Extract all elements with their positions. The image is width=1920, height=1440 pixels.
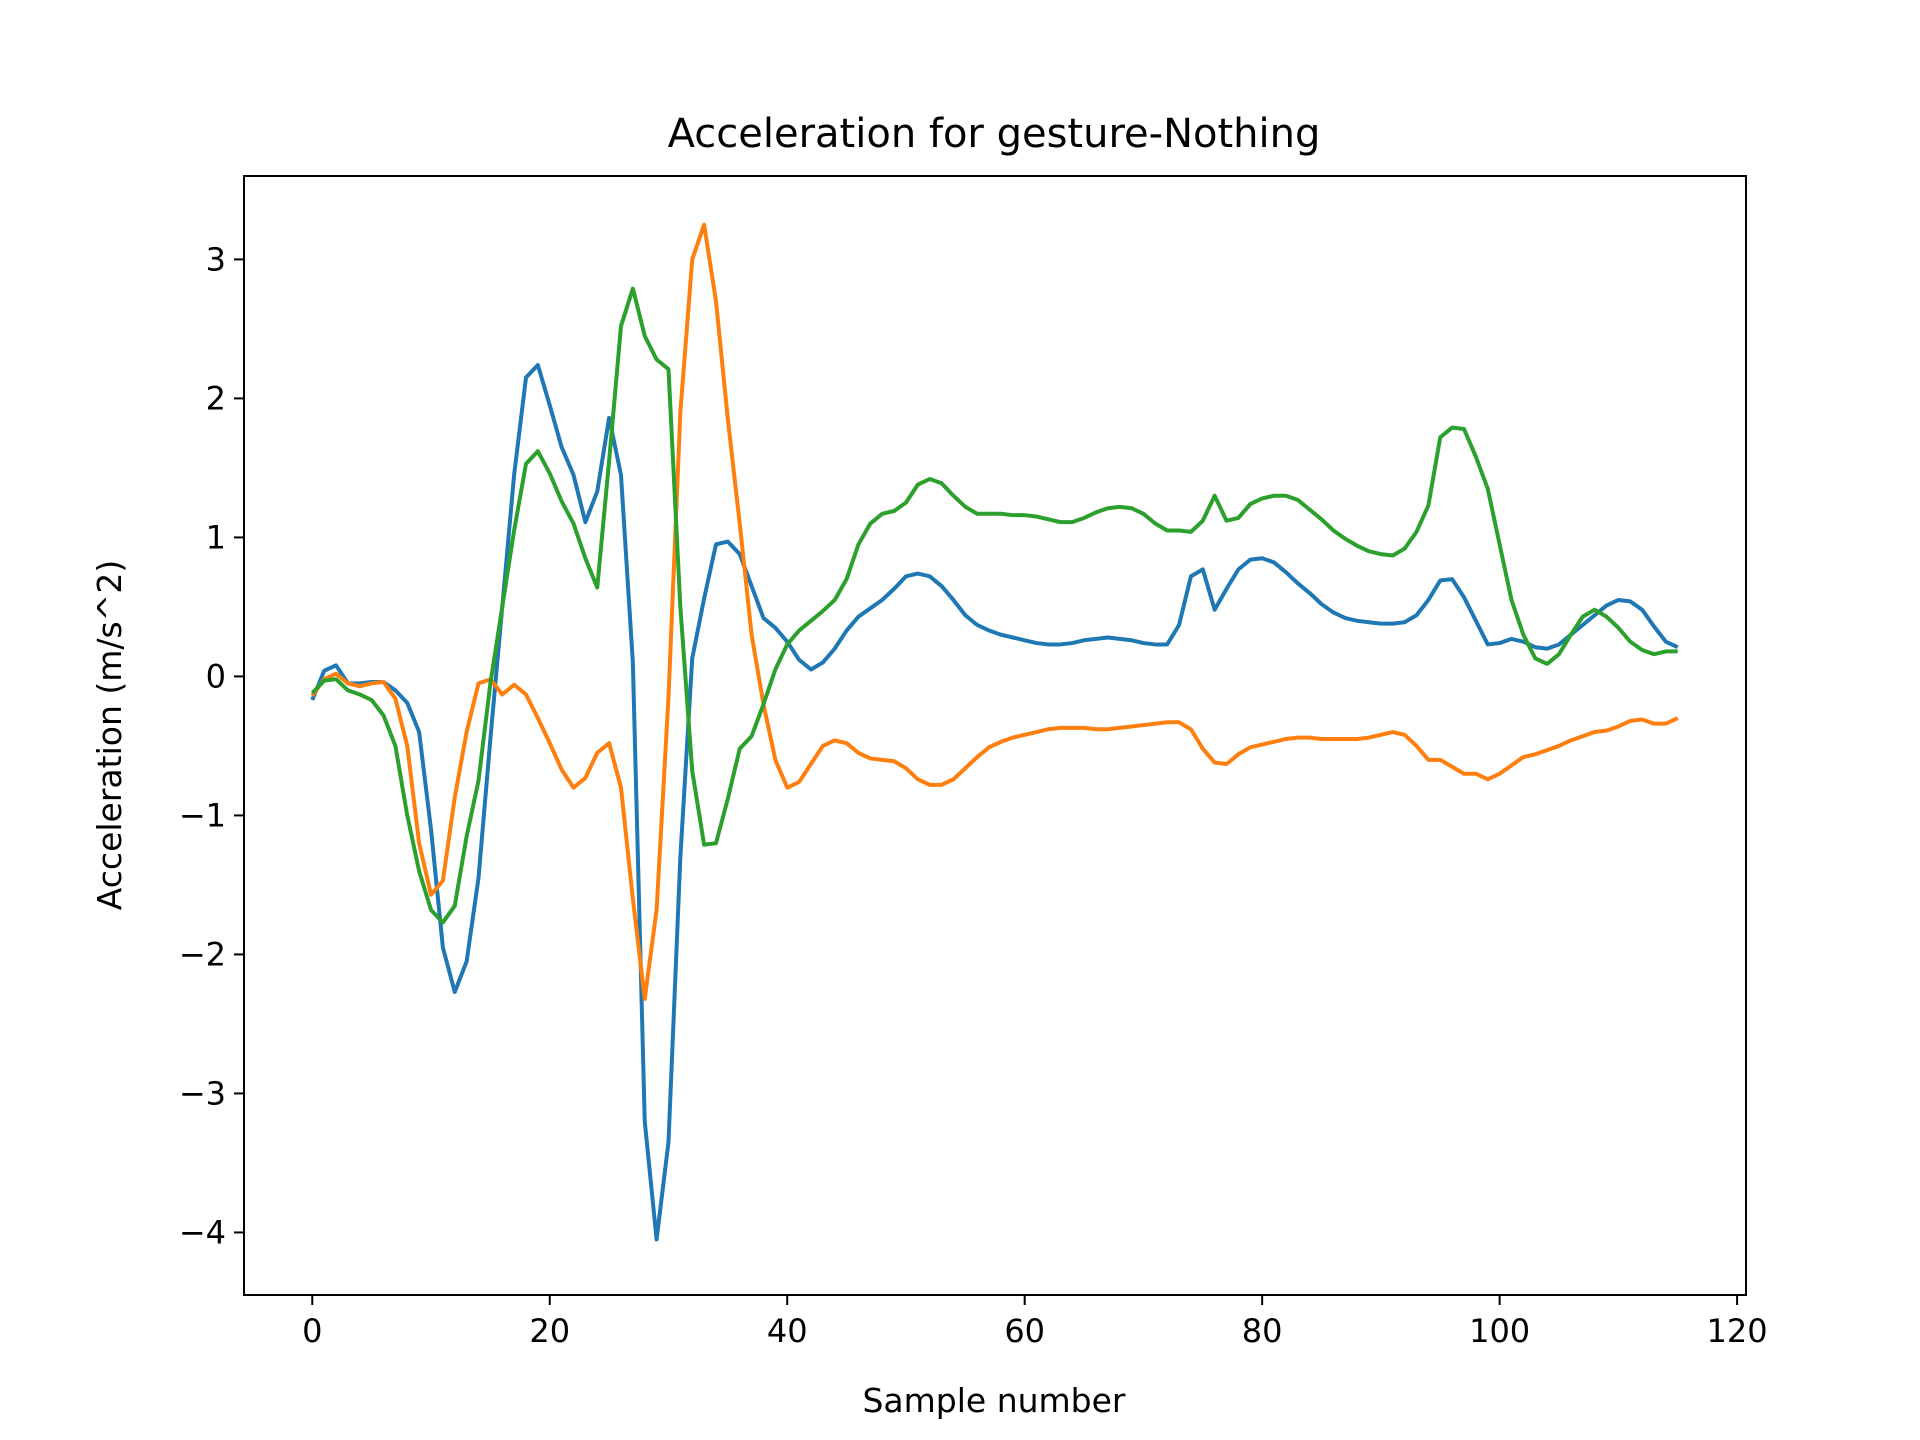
y-tick-label: 0 [206, 657, 226, 695]
y-tick-label: 2 [206, 379, 226, 417]
x-tick-label: 40 [767, 1312, 808, 1350]
y-axis-label: Acceleration (m/s^2) [90, 560, 129, 910]
series-line-3 [310, 286, 1678, 925]
chart-title: Acceleration for gesture-Nothing [668, 111, 1321, 157]
series-layer [310, 222, 1679, 1242]
axis-layer: 0 20 40 60 80 100 120 −4 −3 −2 −1 0 1 2 3 [179, 240, 1768, 1350]
plot-frame [243, 175, 1747, 1296]
y-tick-label: −3 [179, 1074, 226, 1112]
y-tick-label: 3 [206, 240, 226, 278]
y-tick-label: −2 [179, 935, 226, 973]
x-tick-label: 20 [529, 1312, 570, 1350]
y-tick-label: −4 [179, 1213, 226, 1251]
x-tick-label: 100 [1469, 1312, 1530, 1350]
y-tick-label: 1 [206, 518, 226, 556]
series-line-1 [310, 363, 1679, 1242]
x-axis-label: Sample number [862, 1381, 1125, 1420]
x-tick-label: 120 [1707, 1312, 1768, 1350]
series-line-2 [310, 222, 1679, 1001]
x-tick-label: 80 [1242, 1312, 1283, 1350]
y-tick-label: −1 [179, 796, 226, 834]
x-tick-label: 0 [302, 1312, 322, 1350]
x-tick-label: 60 [1004, 1312, 1045, 1350]
